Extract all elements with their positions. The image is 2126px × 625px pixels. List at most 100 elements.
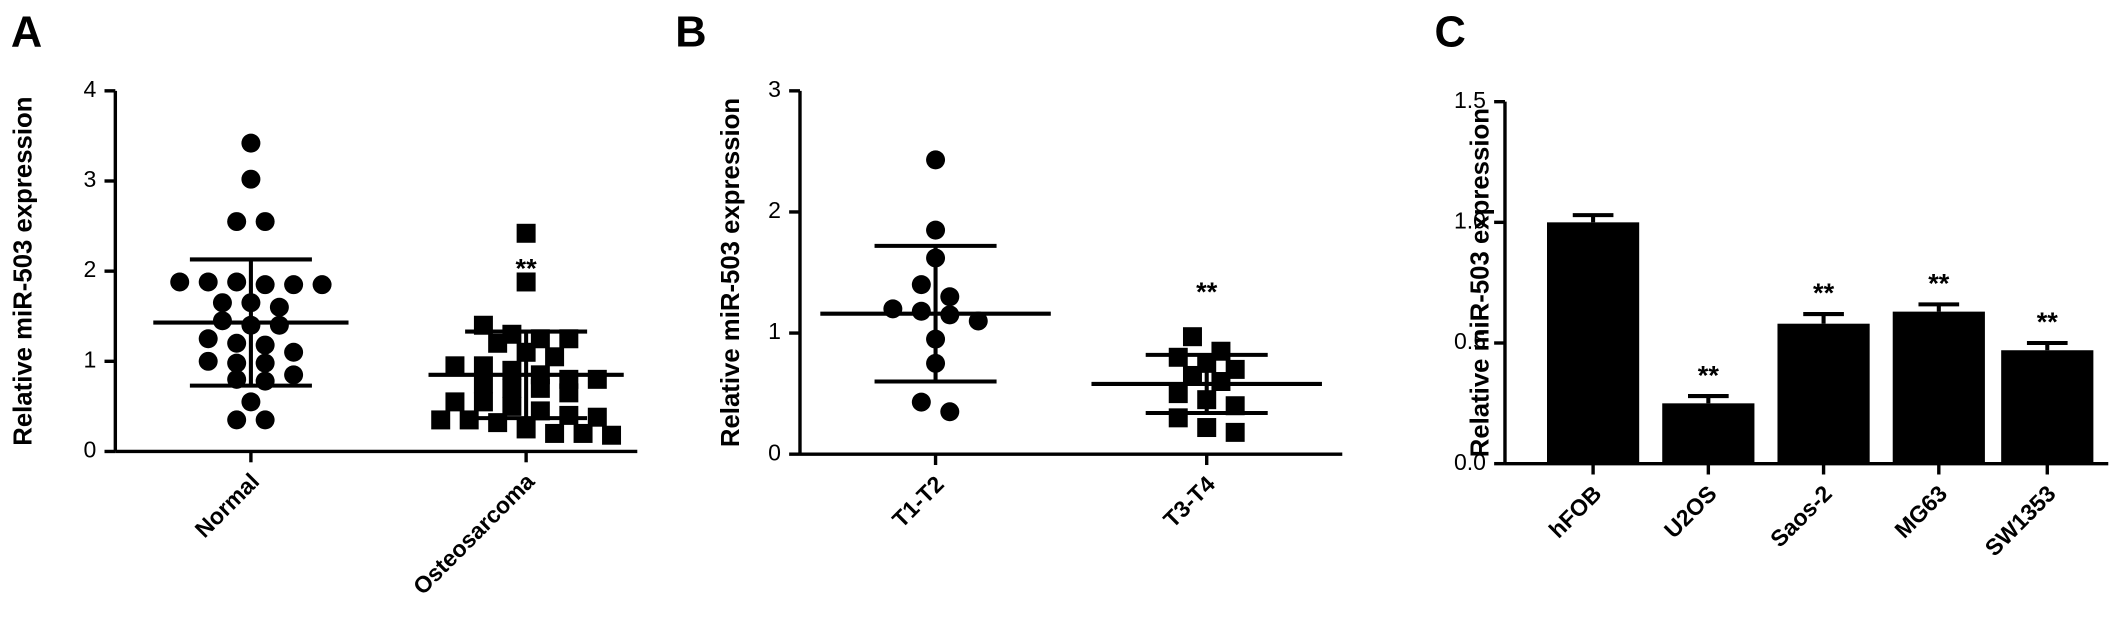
point bbox=[255, 275, 275, 295]
y-tick-label: 1 bbox=[768, 318, 781, 344]
bar bbox=[1777, 323, 1870, 464]
point bbox=[198, 272, 218, 292]
point bbox=[587, 407, 607, 427]
point bbox=[269, 297, 289, 317]
y-axis-label: Relative miR-503 expression bbox=[1467, 108, 1495, 457]
point bbox=[911, 301, 931, 321]
point bbox=[255, 335, 275, 355]
annotation: ** bbox=[1196, 276, 1218, 307]
bar bbox=[1662, 403, 1755, 464]
y-tick-label: 0.5 bbox=[1454, 328, 1486, 354]
point bbox=[911, 392, 931, 412]
point bbox=[926, 150, 946, 170]
point bbox=[255, 371, 275, 391]
point bbox=[911, 275, 931, 295]
x-tick-label: Normal bbox=[190, 468, 265, 543]
point bbox=[284, 365, 304, 385]
point bbox=[198, 351, 218, 371]
point bbox=[473, 374, 493, 394]
point bbox=[227, 272, 247, 292]
x-tick-label: U2OS bbox=[1659, 480, 1722, 543]
point bbox=[940, 402, 960, 422]
point bbox=[1168, 384, 1188, 404]
x-tick-label: MG63 bbox=[1889, 480, 1952, 543]
y-tick-label: 1.5 bbox=[1454, 87, 1486, 113]
point bbox=[1182, 327, 1202, 347]
point bbox=[212, 293, 232, 313]
point bbox=[198, 329, 218, 349]
bar bbox=[1547, 222, 1640, 464]
x-tick-label: T3-T4 bbox=[1158, 471, 1220, 533]
y-tick-label: 2 bbox=[768, 197, 781, 223]
point bbox=[445, 392, 465, 412]
point bbox=[968, 311, 988, 331]
x-tick-label: Osteosarcoma bbox=[408, 468, 540, 600]
point bbox=[445, 356, 465, 376]
point bbox=[1225, 396, 1245, 416]
point bbox=[502, 378, 522, 398]
point bbox=[227, 353, 247, 373]
point bbox=[1197, 418, 1217, 438]
y-axis-label: Relative miR-503 expression bbox=[9, 97, 37, 446]
point bbox=[516, 272, 536, 292]
point bbox=[516, 223, 536, 243]
point bbox=[255, 410, 275, 430]
point bbox=[473, 356, 493, 376]
y-tick-label: 0 bbox=[768, 439, 781, 465]
y-tick-label: 1.0 bbox=[1454, 207, 1486, 233]
point bbox=[559, 383, 579, 403]
point bbox=[284, 275, 304, 295]
point bbox=[530, 378, 550, 398]
point bbox=[269, 315, 289, 335]
y-tick-label: 1 bbox=[84, 346, 97, 372]
annotation: ** bbox=[1928, 268, 1950, 299]
point bbox=[1225, 422, 1245, 442]
y-tick-label: 0.0 bbox=[1454, 449, 1486, 475]
x-tick-label: hFOB bbox=[1544, 480, 1607, 543]
point bbox=[227, 212, 247, 232]
point bbox=[926, 220, 946, 240]
point bbox=[431, 410, 451, 430]
point bbox=[1211, 372, 1231, 391]
point bbox=[255, 212, 275, 232]
point bbox=[516, 419, 536, 439]
y-tick-label: 3 bbox=[768, 76, 781, 102]
point bbox=[241, 133, 261, 153]
point bbox=[473, 392, 493, 412]
y-tick-label: 3 bbox=[84, 166, 97, 192]
x-tick-label: SW1353 bbox=[1980, 480, 2061, 561]
point bbox=[241, 392, 261, 412]
bar bbox=[2001, 350, 2094, 464]
y-tick-label: 2 bbox=[84, 256, 97, 282]
point bbox=[284, 342, 304, 362]
point bbox=[587, 369, 607, 389]
point bbox=[502, 360, 522, 380]
panel-label: B bbox=[675, 9, 706, 57]
panel-label: C bbox=[1434, 9, 1465, 57]
point bbox=[545, 423, 565, 443]
panel-label: A bbox=[11, 9, 42, 57]
point bbox=[488, 333, 508, 353]
point bbox=[170, 272, 190, 292]
point bbox=[488, 413, 508, 433]
point bbox=[602, 425, 622, 445]
point bbox=[1182, 365, 1202, 385]
point bbox=[227, 410, 247, 430]
annotation: ** bbox=[516, 253, 538, 284]
y-tick-label: 4 bbox=[84, 76, 97, 102]
point bbox=[312, 275, 332, 295]
point bbox=[559, 329, 579, 349]
annotation: ** bbox=[1813, 277, 1835, 308]
x-tick-label: Saos-2 bbox=[1765, 480, 1837, 552]
annotation: ** bbox=[2037, 306, 2059, 337]
point bbox=[530, 401, 550, 421]
point bbox=[1168, 347, 1188, 367]
annotation: ** bbox=[1698, 359, 1720, 390]
point bbox=[573, 423, 593, 443]
bar bbox=[1892, 311, 1985, 464]
y-tick-label: 0 bbox=[84, 437, 97, 463]
y-axis-label: Relative miR-503 expression bbox=[717, 98, 745, 447]
point bbox=[502, 396, 522, 416]
x-tick-label: T1-T2 bbox=[887, 471, 949, 533]
